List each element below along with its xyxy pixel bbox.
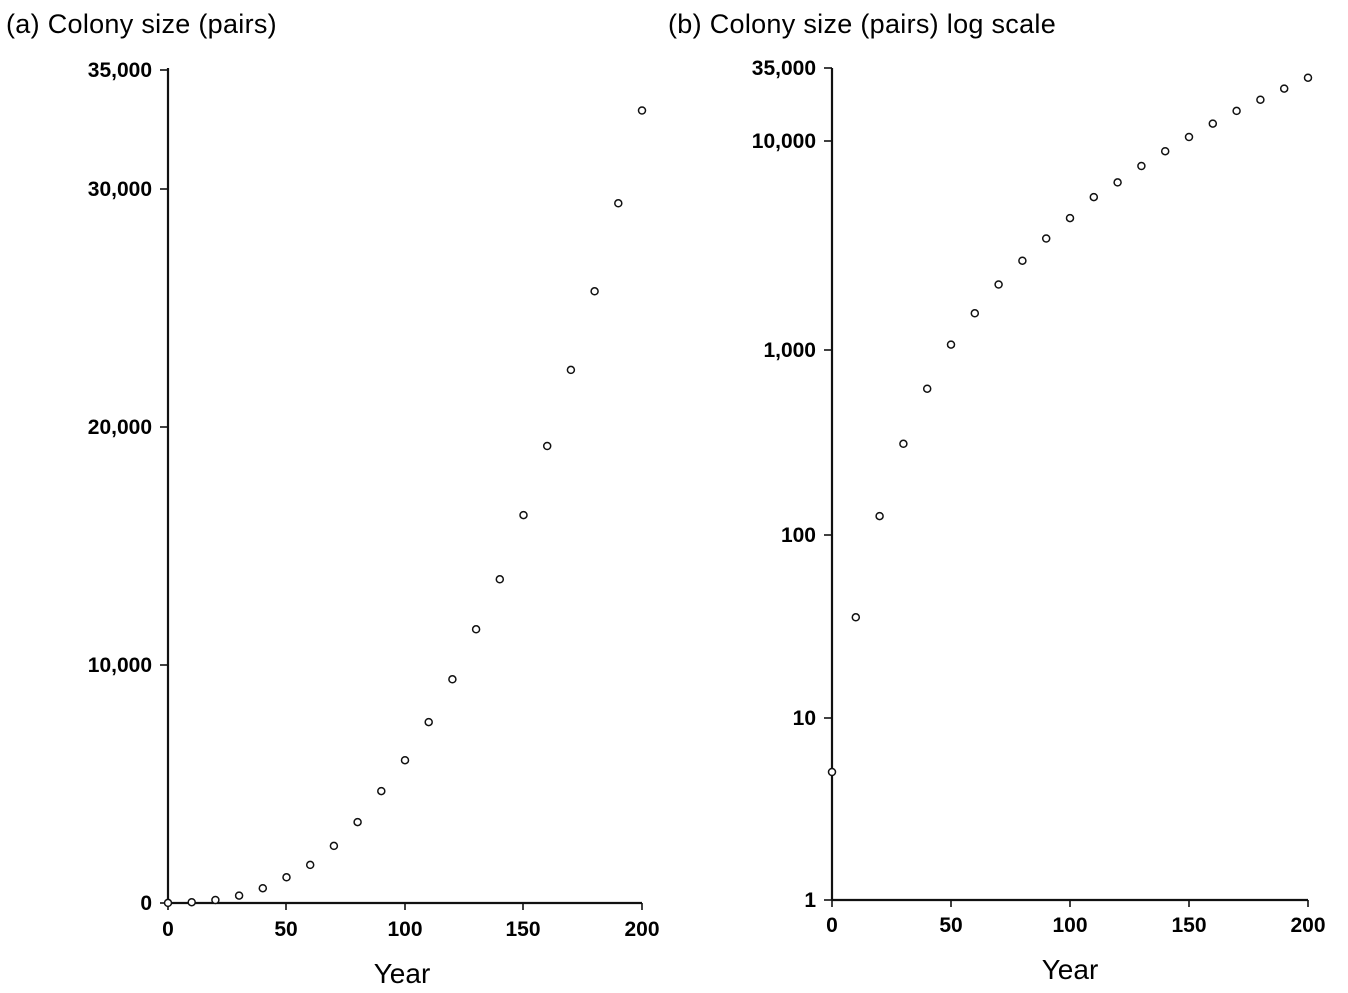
panel-b-x-axis-title: Year [1042,954,1099,985]
panel-b-y-tick-label: 1 [804,889,816,912]
panel-a-data-point [329,841,339,851]
panel-a-data-point [471,625,481,634]
panel-b-data-point [1279,84,1289,93]
panel-b-data-point [1089,192,1099,202]
panel-b-data-point [1113,178,1122,187]
panel-a-x-tick-label: 200 [624,918,659,941]
panel-a-x-tick-label: 100 [387,918,422,941]
panel-a-data-point [448,675,457,684]
panel-b-data-point [827,767,837,777]
panel-a-data-point [590,287,599,296]
panel-a-data-point [519,510,528,520]
panel-a-data-point [163,898,173,908]
panel-b-y-tick-label: 35,000 [752,57,816,80]
panel-b-x-tick-label: 100 [1052,914,1087,937]
panel-b-x-tick-label: 200 [1290,914,1325,937]
panel-a-data-point [234,891,244,900]
panel-b-data-point [851,613,861,622]
panel-b-x-tick-label: 50 [939,914,962,937]
panel-a-x-tick-label: 50 [274,918,297,941]
panel-a-x-tick-label: 0 [162,918,174,941]
panel-b-data-point [1018,256,1027,265]
panel-b-log: (b) Colony size (pairs) log scale 1 10 1… [668,9,1326,985]
panel-a-data-point [187,897,196,907]
panel-a-data-point [614,199,623,208]
panel-b-y-tick-label: 10,000 [752,130,816,153]
panel-a-y-tick-label: 35,000 [88,59,152,82]
panel-b-data-point [1208,119,1218,128]
panel-a-title: (a) Colony size (pairs) [6,9,277,39]
panel-a-data-point [495,575,505,584]
panel-b-y-tick-label: 1,000 [763,339,816,362]
panel-a-data-point [400,755,410,765]
panel-b-title: (b) Colony size (pairs) log scale [668,9,1056,39]
panel-a-data-point [637,106,647,115]
panel-b-data-point [970,309,980,318]
panel-b-x-tick-label: 150 [1171,914,1206,937]
panel-a-data-point [282,873,291,882]
panel-b-data-point [1041,234,1051,243]
panel-a-data-point [258,883,268,893]
panel-a-y-tick-label: 30,000 [88,178,152,201]
panel-a-data-point [542,441,552,451]
panel-a-x-axis-title: Year [374,958,431,989]
panel-a-points [163,106,647,908]
panel-b-data-point [1160,146,1170,156]
panel-a-linear: (a) Colony size (pairs) 0 10,000 20,000 … [6,9,660,989]
panel-a-data-point [211,895,220,905]
panel-b-data-point [922,384,932,393]
panel-a-data-point [424,717,433,727]
panel-b-x-tick-label: 0 [826,914,838,937]
panel-a-data-point [305,860,315,870]
panel-a-data-point [566,365,576,375]
panel-a-y-tick-label: 10,000 [88,654,152,677]
panel-a-data-point [377,786,386,796]
panel-a-x-tick-label: 150 [505,918,540,941]
panel-b-data-point [1184,132,1194,142]
panel-b-data-point [946,340,956,349]
panel-a-y-tick-label: 20,000 [88,416,152,439]
panel-b-data-point [899,439,908,449]
panel-b-data-point [1303,73,1313,82]
panel-b-data-point [1065,213,1075,223]
panel-b-data-point [1137,161,1146,171]
panel-b-y-tick-label: 100 [781,524,816,547]
panel-b-data-point [994,280,1003,289]
panel-b-data-point [875,511,884,521]
panel-b-y-tick-label: 10 [793,707,816,730]
panel-b-data-point [1256,95,1265,104]
panel-a-data-point [353,817,362,827]
panel-a-y-tick-label: 0 [140,892,152,915]
panel-b-data-point [1232,106,1241,116]
panel-b-points [827,73,1313,777]
